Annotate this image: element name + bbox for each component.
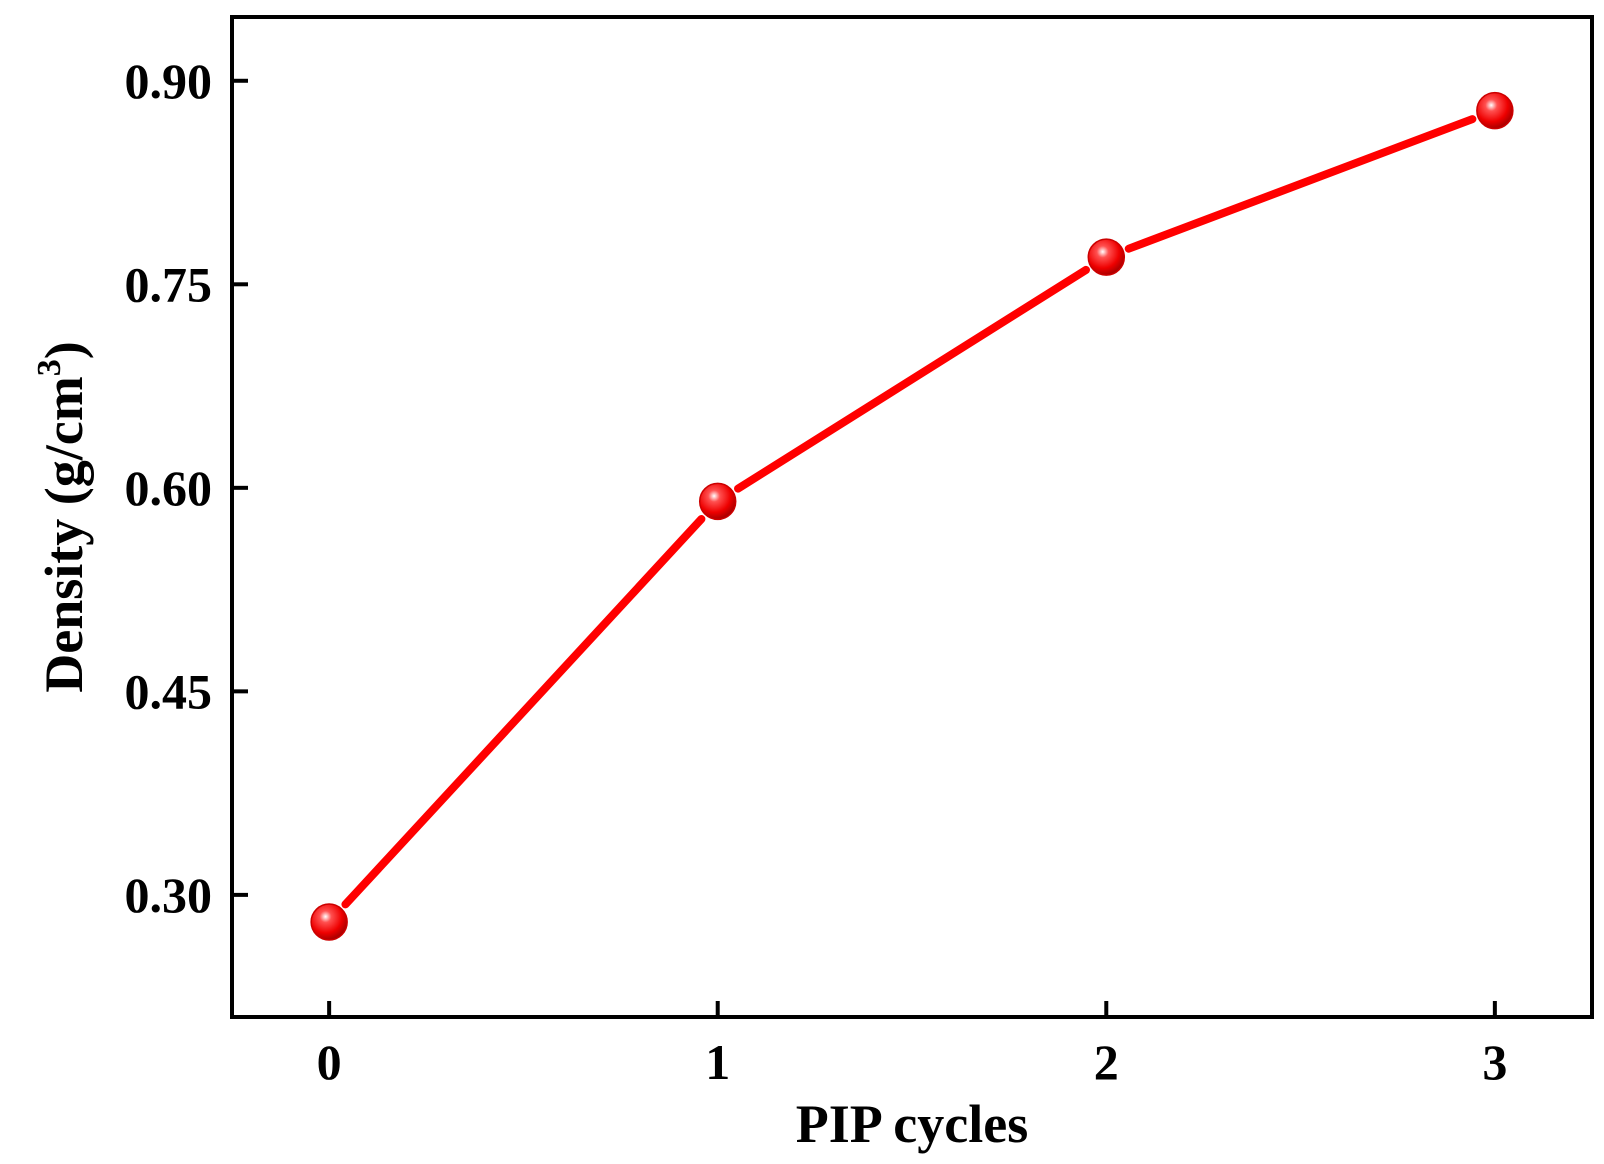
y-axis-title-close: ) xyxy=(34,341,94,359)
data-point xyxy=(1476,91,1514,130)
x-axis-title: PIP cycles xyxy=(796,1094,1028,1154)
x-tick-label: 2 xyxy=(1094,1034,1119,1090)
y-tick-label: 0.45 xyxy=(125,663,213,719)
plot-frame xyxy=(230,15,1594,1019)
y-axis-title-main: Density (g/cm xyxy=(34,376,94,692)
y-tick-label: 0.90 xyxy=(125,53,213,109)
y-axis-title-superscript: 3 xyxy=(31,359,68,376)
y-tick-label: 0.30 xyxy=(125,867,213,923)
y-tick-label: 0.75 xyxy=(125,256,213,312)
y-tick-label: 0.60 xyxy=(125,460,213,516)
data-point xyxy=(698,482,737,521)
series-layer xyxy=(310,91,1514,941)
y-axis-title: Density (g/cm3) xyxy=(31,341,94,692)
x-tick-label: 0 xyxy=(317,1034,342,1090)
x-axis-ticks: 0 1 2 3 xyxy=(317,1001,1507,1090)
y-axis-ticks: 0.30 0.45 0.60 0.75 0.90 xyxy=(125,53,248,923)
x-tick-label: 3 xyxy=(1482,1034,1507,1090)
series-line-segment xyxy=(341,515,706,909)
data-point xyxy=(310,903,348,941)
x-tick-label: 1 xyxy=(705,1034,730,1090)
data-point xyxy=(1087,238,1126,276)
series-line-segment xyxy=(1124,115,1477,253)
series-line-segment xyxy=(734,265,1090,493)
